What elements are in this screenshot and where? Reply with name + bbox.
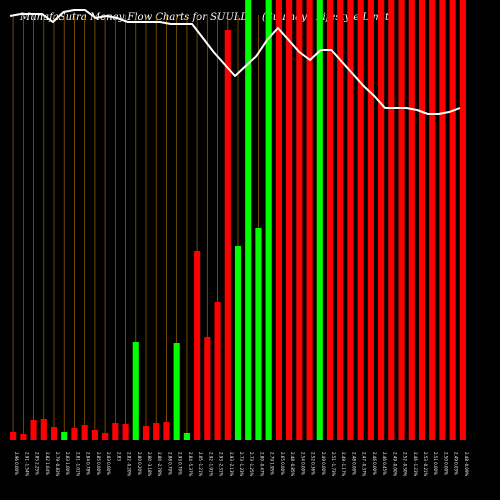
- x-tick-label: 2.49 0.00%: [321, 452, 326, 475]
- x-tick-label: 2.93 0.70%: [178, 452, 183, 475]
- bar-27: [286, 0, 293, 440]
- x-tick-label: 2.83 1.00%: [65, 452, 70, 475]
- bar-6: [71, 428, 78, 440]
- x-tick-label: 2.46 0.45%: [382, 452, 387, 475]
- chart-title: MunafaSutra Money Flow Charts for SUULD: [20, 12, 249, 23]
- bar-19: [204, 337, 211, 440]
- bar-38: [398, 0, 405, 440]
- bar-4: [50, 427, 58, 440]
- bar-0: [10, 432, 17, 440]
- labels-layer: 2.96 0.00% 2.91 -1.54% 2.85 2.25% 2.82 1.64…: [14, 452, 469, 477]
- x-tick-label: 2.83 0.00%: [106, 452, 111, 475]
- x-tick-label: 2.92 -1.91%: [208, 452, 213, 477]
- bar-11: [122, 424, 129, 440]
- bar-30: [316, 0, 323, 440]
- x-tick-label: 2.48 -0.09%: [464, 452, 469, 477]
- x-tick-label: 2.91 -1.54%: [24, 452, 29, 477]
- bar-5: [61, 432, 68, 440]
- x-tick-label: 2.85 0.00%: [96, 452, 101, 475]
- x-tick-label: 2.49 0.03%: [454, 452, 459, 475]
- x-tick-label: 2.80 0.20%: [137, 452, 142, 475]
- x-tick-label: 2.47 -0.37%: [362, 452, 367, 477]
- bar-34: [357, 0, 364, 440]
- x-tick-label: 2.82 1.64%: [45, 452, 50, 475]
- bar-13: [142, 426, 150, 440]
- bar-2: [30, 420, 37, 440]
- bar-28: [296, 0, 303, 440]
- bar-37: [388, 0, 395, 440]
- bar-35: [367, 0, 374, 440]
- x-tick-label: 2.93 -2.13%: [229, 452, 234, 477]
- bar-7: [81, 425, 88, 440]
- bar-23: [245, 0, 252, 440]
- bar-9: [102, 433, 109, 440]
- bar-36: [378, 0, 385, 440]
- x-tick-label: 2.84 0.78%: [86, 452, 91, 475]
- x-tick-label: 2.52 0.36%: [311, 452, 316, 475]
- x-tick-label: 2.85 2.25%: [35, 452, 40, 475]
- x-tick-label: 2.85 -1.21%: [198, 452, 203, 477]
- x-tick-label: 2.80 -0.47%: [259, 452, 264, 477]
- bar-18: [194, 251, 201, 440]
- bar-40: [418, 0, 426, 440]
- x-tick-label: 2.88 0.70%: [167, 452, 172, 475]
- x-tick-label: 2.79 -0.83%: [55, 452, 60, 477]
- x-tick-label: 2.46 0.00%: [372, 452, 377, 475]
- x-tick-label: 2.84 -5.37%: [188, 452, 193, 477]
- bar-21: [224, 30, 231, 440]
- x-tick-label: 2.46 -1.23%: [413, 452, 418, 477]
- bar-29: [306, 0, 313, 440]
- company-name: (Suumaya Lifestyle Limit: [262, 12, 389, 23]
- bar-16: [173, 343, 180, 440]
- x-tick-label: 2.48 -0.85%: [290, 452, 295, 477]
- bar-39: [408, 0, 415, 440]
- bar-17: [183, 433, 190, 440]
- x-tick-label: 2.73 -1.25%: [249, 452, 254, 477]
- x-tick-label: 2.54 0.00%: [300, 452, 305, 475]
- x-tick-label: 2.49 -1.17%: [341, 452, 346, 477]
- x-tick-label: 2.52 -0.50%: [403, 452, 408, 477]
- bar-12: [132, 342, 139, 440]
- bar-22: [234, 246, 242, 440]
- bar-44: [459, 0, 466, 440]
- x-tick-label: 2.80 -3.18%: [147, 452, 152, 477]
- x-tick-label: 2.51 -1.73%: [331, 452, 336, 477]
- bar-32: [337, 0, 344, 440]
- x-tick-label: 2.50 0.00%: [443, 452, 448, 475]
- x-tick-label: 2.73 -1.23%: [239, 452, 244, 477]
- x-tick-label: 2.53 -0.21%: [423, 452, 428, 477]
- x-tick-label: 2.65 0.00%: [280, 452, 285, 475]
- bar-42: [439, 0, 446, 440]
- bar-1: [20, 434, 27, 440]
- x-tick-label: 2.80 -2.78%: [157, 452, 162, 477]
- x-tick-label: 2.49 -0.00%: [392, 452, 397, 477]
- bar-25: [265, 0, 272, 440]
- bar-24: [255, 228, 262, 440]
- bar-33: [347, 0, 354, 440]
- bar-43: [449, 0, 456, 440]
- bar-14: [153, 423, 160, 440]
- x-tick-label: 2.83: [116, 452, 121, 461]
- bars-layer: [10, 0, 466, 440]
- price-line: [9, 9, 461, 115]
- bar-26: [275, 0, 282, 440]
- bar-3: [40, 419, 47, 440]
- x-tick-label: 2.81 -1.01%: [75, 452, 80, 477]
- bar-31: [326, 0, 334, 440]
- bar-15: [163, 422, 170, 440]
- x-tick-label: 2.96 0.00%: [14, 452, 19, 475]
- bar-10: [112, 423, 119, 440]
- x-tick-label: 2.51 0.00%: [433, 452, 438, 475]
- bar-41: [429, 0, 436, 440]
- bar-20: [214, 302, 221, 440]
- bar-8: [91, 430, 98, 440]
- x-tick-label: 2.48 0.00%: [351, 452, 356, 475]
- x-tick-label: 2.82 -0.20%: [127, 452, 132, 477]
- x-tick-label: 2.93 -2.31%: [219, 452, 224, 477]
- line-layer: [9, 9, 461, 115]
- x-tick-label: 2.79 1.95%: [270, 452, 275, 475]
